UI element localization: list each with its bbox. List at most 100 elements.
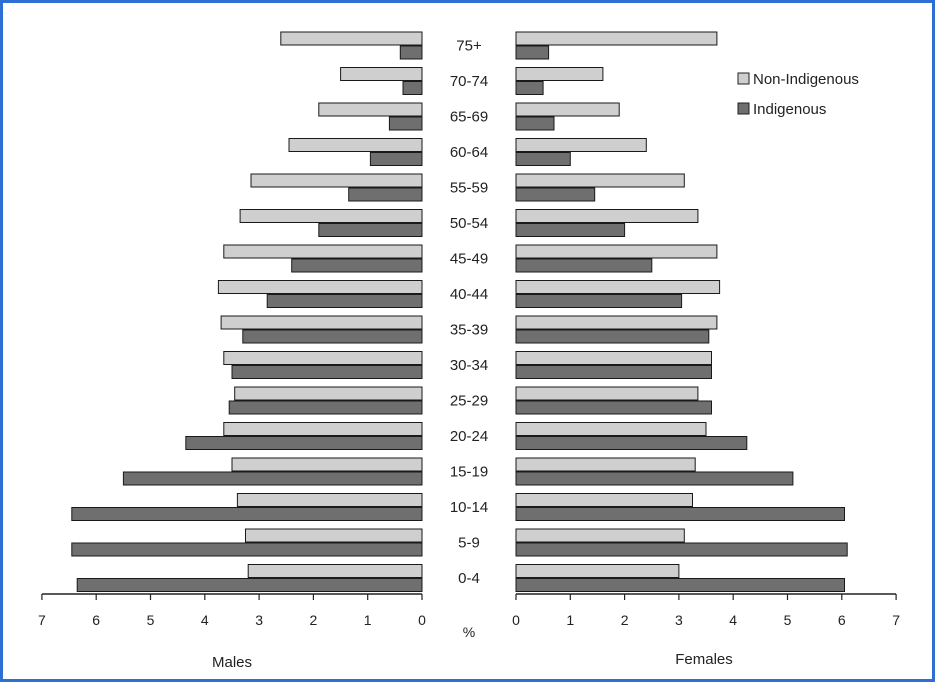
legend-label-indigenous: Indigenous (753, 101, 826, 118)
bar-female-indigenous-60-64 (515, 152, 571, 166)
age-label-35-39: 35-39 (450, 322, 488, 339)
tick-label-left-2: 2 (310, 612, 318, 628)
bar-male-indigenous-50-54 (318, 223, 423, 237)
bar-female-non-indigenous-75+ (515, 31, 718, 46)
legend-label-non-indigenous: Non-Indigenous (753, 71, 859, 88)
tick-label-left-3: 3 (255, 612, 263, 628)
tick-label-left-4: 4 (201, 612, 209, 628)
bar-male-non-indigenous-15-19 (231, 457, 423, 472)
bar-female-indigenous-10-14 (515, 507, 845, 521)
bar-female-non-indigenous-60-64 (515, 138, 647, 152)
bar-male-indigenous-0-4 (76, 578, 423, 592)
bar-male-indigenous-75+ (399, 45, 423, 60)
bar-male-non-indigenous-30-34 (223, 351, 423, 365)
bar-female-indigenous-45-49 (515, 258, 653, 273)
bar-female-non-indigenous-20-24 (515, 422, 707, 436)
bar-female-indigenous-75+ (515, 45, 550, 60)
age-label-75+: 75+ (456, 38, 482, 55)
bar-female-non-indigenous-50-54 (515, 209, 699, 223)
bar-male-non-indigenous-55-59 (250, 173, 423, 188)
bar-female-indigenous-55-59 (515, 187, 596, 202)
bar-male-indigenous-70-74 (402, 81, 423, 95)
age-label-30-34: 30-34 (450, 357, 488, 374)
tick-label-right-2: 2 (621, 612, 629, 628)
females-axis-title: Females (675, 651, 733, 668)
age-label-5-9: 5-9 (458, 535, 480, 552)
tick-label-left-0: 0 (418, 612, 426, 628)
bar-female-non-indigenous-40-44 (515, 280, 721, 294)
bar-female-non-indigenous-70-74 (515, 67, 604, 81)
males-axis-title: Males (212, 654, 252, 671)
bar-male-indigenous-15-19 (122, 471, 423, 486)
bars-layer (71, 31, 848, 592)
bar-female-non-indigenous-65-69 (515, 102, 620, 117)
bar-male-non-indigenous-70-74 (340, 67, 423, 81)
bar-male-non-indigenous-75+ (280, 31, 423, 46)
bar-female-indigenous-0-4 (515, 578, 845, 592)
bar-female-non-indigenous-0-4 (515, 564, 680, 578)
bar-female-non-indigenous-30-34 (515, 351, 712, 365)
age-labels: 0-4 5-9 10-14 15-19 20-24 25-29 30-34 35-39 40-4… (450, 38, 488, 588)
tick-label-right-3: 3 (675, 612, 683, 628)
tick-label-left-5: 5 (147, 612, 155, 628)
age-label-10-14: 10-14 (450, 499, 488, 516)
bar-female-indigenous-5-9 (515, 542, 848, 557)
bar-male-indigenous-45-49 (291, 258, 423, 273)
bar-female-non-indigenous-55-59 (515, 173, 685, 188)
bar-male-indigenous-65-69 (388, 116, 423, 131)
bar-female-indigenous-35-39 (515, 329, 710, 344)
bar-female-non-indigenous-10-14 (515, 493, 693, 507)
bar-male-indigenous-25-29 (228, 400, 423, 415)
bar-female-indigenous-70-74 (515, 81, 544, 95)
age-label-0-4: 0-4 (458, 570, 480, 587)
tick-label-left-6: 6 (92, 612, 100, 628)
age-label-25-29: 25-29 (450, 393, 488, 410)
bar-female-indigenous-20-24 (515, 436, 748, 450)
age-label-20-24: 20-24 (450, 428, 488, 445)
age-label-45-49: 45-49 (450, 251, 488, 268)
age-label-60-64: 60-64 (450, 144, 488, 161)
bar-male-non-indigenous-0-4 (247, 564, 423, 578)
age-label-65-69: 65-69 (450, 109, 488, 126)
bar-female-indigenous-65-69 (515, 116, 555, 131)
age-label-15-19: 15-19 (450, 464, 488, 481)
age-label-55-59: 55-59 (450, 180, 488, 197)
legend: Non-Indigenous Indigenous (737, 71, 859, 118)
tick-label-right-4: 4 (729, 612, 737, 628)
bar-male-non-indigenous-5-9 (245, 528, 423, 543)
bar-female-indigenous-15-19 (515, 471, 794, 486)
bar-female-non-indigenous-35-39 (515, 315, 718, 330)
bar-male-non-indigenous-35-39 (220, 315, 423, 330)
age-label-70-74: 70-74 (450, 73, 488, 90)
bar-male-indigenous-40-44 (266, 294, 423, 308)
bar-male-indigenous-5-9 (71, 542, 423, 557)
legend-swatch-non-indigenous (737, 72, 750, 85)
bar-female-indigenous-25-29 (515, 400, 712, 415)
bar-female-non-indigenous-25-29 (515, 386, 699, 401)
bar-male-non-indigenous-60-64 (288, 138, 423, 152)
bar-male-non-indigenous-50-54 (239, 209, 423, 223)
bar-male-indigenous-55-59 (348, 187, 423, 202)
bar-male-non-indigenous-25-29 (234, 386, 423, 401)
legend-swatch-indigenous (737, 102, 750, 115)
tick-label-left-1: 1 (364, 612, 372, 628)
bar-female-non-indigenous-15-19 (515, 457, 696, 472)
tick-label-right-7: 7 (892, 612, 900, 628)
bar-male-indigenous-60-64 (369, 152, 423, 166)
bar-male-non-indigenous-45-49 (223, 244, 423, 259)
tick-label-right-1: 1 (566, 612, 574, 628)
bar-female-indigenous-50-54 (515, 223, 626, 237)
bar-male-indigenous-35-39 (242, 329, 423, 344)
tick-label-right-0: 0 (512, 612, 520, 628)
age-label-40-44: 40-44 (450, 286, 488, 303)
tick-label-right-6: 6 (838, 612, 846, 628)
bar-male-indigenous-30-34 (231, 365, 423, 379)
x-axis-ticks: 7 6 5 4 3 2 1 0 0 1 2 3 4 5 6 7 (38, 594, 900, 628)
bar-male-non-indigenous-20-24 (223, 422, 423, 436)
bar-female-indigenous-40-44 (515, 294, 683, 308)
bar-male-indigenous-20-24 (185, 436, 423, 450)
bar-male-non-indigenous-65-69 (318, 102, 423, 117)
bar-female-non-indigenous-45-49 (515, 244, 718, 259)
